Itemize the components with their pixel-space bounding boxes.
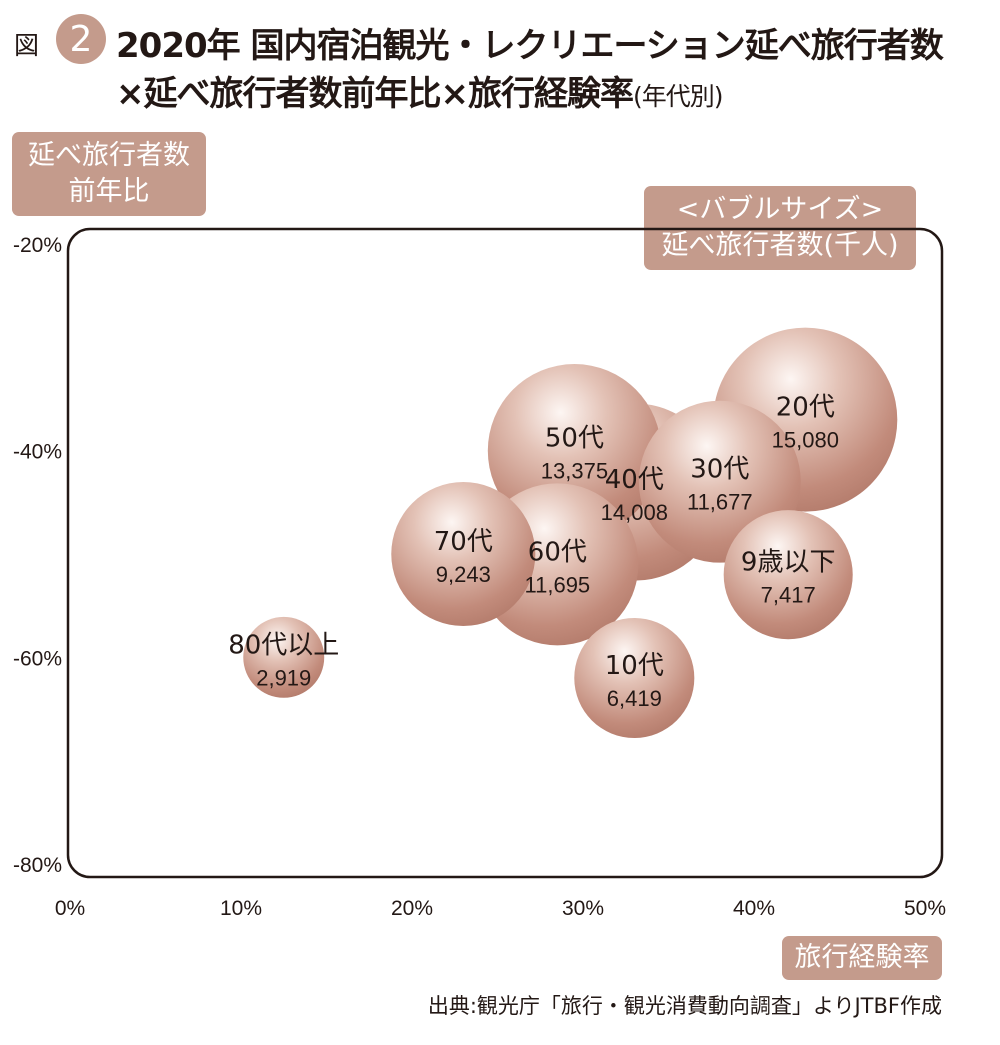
source-note: 出典:観光庁「旅行・観光消費動向調査」よりJTBF作成 — [427, 994, 942, 1018]
bubble-value-label: 15,080 — [772, 428, 839, 453]
bubble-label: 10代 — [605, 651, 664, 681]
bubble-value-label: 7,417 — [761, 583, 816, 608]
chart-title-line2-main: ×延べ旅行者数前年比×旅行経験率 — [116, 74, 634, 114]
figure-label: 図 — [14, 31, 40, 60]
y-tick-label: -60% — [13, 647, 62, 670]
x-tick-label: 30% — [562, 897, 604, 920]
bubble-value-label: 11,695 — [525, 572, 591, 597]
bubble-label: 30代 — [690, 455, 749, 485]
y-tick-label: -40% — [13, 441, 62, 464]
x-tick-label: 0% — [55, 897, 85, 920]
bubble-value-label: 2,919 — [256, 665, 311, 690]
x-tick-label: 40% — [733, 897, 775, 920]
y-axis-label-line1: 延べ旅行者数 — [28, 140, 190, 171]
y-tick-label: -20% — [13, 234, 62, 257]
bubble-label: 50代 — [545, 424, 604, 454]
bubble-size-legend-line2: 延べ旅行者数(千人) — [661, 230, 899, 261]
bubble-value-label: 11,677 — [687, 490, 753, 515]
bubble-point — [391, 481, 536, 627]
x-tick-label: 50% — [904, 897, 946, 920]
bubble-value-label: 14,008 — [601, 500, 668, 525]
y-axis-label-line2: 前年比 — [68, 176, 150, 207]
figure-number-badge: 2 — [56, 14, 106, 64]
bubble-value-label: 9,243 — [436, 562, 491, 587]
bubble-point — [243, 616, 325, 698]
x-axis-label-tag: 旅行経験率 — [782, 936, 942, 980]
y-tick-label: -80% — [13, 854, 62, 877]
bubble-value-label: 13,375 — [541, 459, 608, 484]
chart-title-line2: ×延べ旅行者数前年比×旅行経験率(年代別) — [116, 66, 723, 115]
x-tick-label: 20% — [391, 897, 433, 920]
bubble-label: 70代 — [434, 527, 493, 557]
bubble-size-legend-line1: <バブルサイズ> — [676, 194, 884, 225]
bubble-label: 9歳以下 — [741, 548, 836, 578]
chart-title-line1: 2020年 国内宿泊観光・レクリエーション延べ旅行者数 — [116, 26, 944, 66]
bubble-label: 20代 — [776, 393, 835, 423]
bubble-point — [723, 510, 853, 640]
bubble-label: 60代 — [528, 537, 587, 567]
bubble-label: 80代以上 — [228, 630, 339, 660]
bubble-value-label: 6,419 — [607, 686, 662, 711]
bubble-point — [574, 617, 695, 739]
plot-area-frame — [66, 227, 944, 879]
bubble-label: 40代 — [605, 465, 664, 495]
y-axis-label-tag: 延べ旅行者数 前年比 — [12, 132, 206, 216]
x-tick-label: 10% — [220, 897, 262, 920]
chart-title-line2-sub: (年代別) — [632, 82, 724, 111]
